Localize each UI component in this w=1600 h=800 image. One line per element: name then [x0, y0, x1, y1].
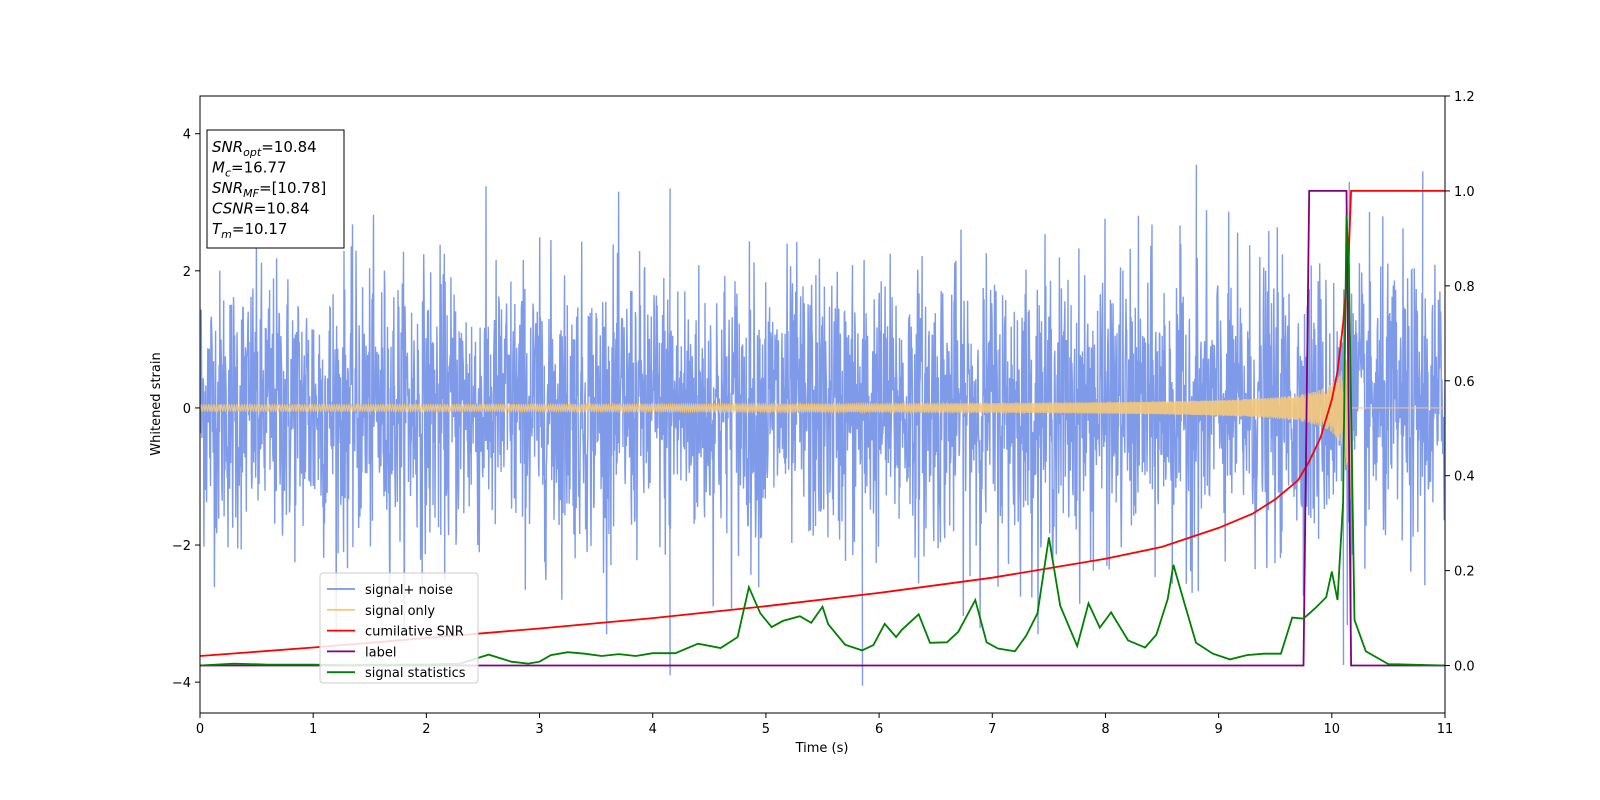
legend-frame — [319, 572, 479, 684]
info-box: SNRopt=10.84Mc=16.77SNRMF=[10.78]CSNR=10… — [206, 129, 345, 249]
y-tick-label: 4 — [183, 128, 191, 143]
ticks: 0 1 2 3 4 5 6 7 8 9 10 11 −4 −2 0 2 4 0.0 0.2 0.4 0.6 0.8 1.0 1… — [172, 90, 1475, 737]
plot-area — [200, 164, 1445, 686]
x-axis-label: Time (s) — [795, 741, 849, 756]
legend: signal+ noise signal only cumilative SNR la… — [319, 572, 479, 684]
info-line: SNRopt=10.84 — [212, 138, 317, 159]
y-axis-label: Whitened strain — [149, 352, 164, 455]
y-right-tick-label: 0.2 — [1454, 565, 1475, 580]
x-tick-label: 4 — [649, 722, 657, 737]
y-tick-label: 2 — [183, 265, 191, 280]
series-signal-statistics — [200, 215, 1445, 667]
info-line: Mc=16.77 — [212, 159, 287, 180]
series-signal-noise — [200, 164, 1445, 686]
y-tick-label: −4 — [172, 676, 191, 691]
series-signal-only — [200, 324, 1445, 499]
y-right-tick-label: 1.2 — [1454, 90, 1475, 105]
y-right-tick-label: 0.4 — [1454, 470, 1475, 485]
axes-frame — [199, 95, 1446, 714]
x-tick-label: 6 — [875, 722, 883, 737]
legend-label: label — [365, 645, 396, 660]
legend-label: signal+ noise — [365, 583, 453, 598]
series-label — [200, 190, 1445, 667]
legend-label: signal only — [365, 604, 435, 619]
y-right-tick-label: 0.0 — [1454, 660, 1475, 675]
x-tick-label: 0 — [196, 722, 204, 737]
legend-label: signal statistics — [365, 666, 466, 681]
info-line: Tm=10.17 — [212, 220, 287, 241]
y-right-tick-label: 1.0 — [1454, 185, 1475, 200]
x-tick-label: 1 — [309, 722, 317, 737]
x-tick-label: 10 — [1324, 722, 1341, 737]
y-right-tick-label: 0.8 — [1454, 280, 1475, 295]
x-tick-label: 8 — [1101, 722, 1109, 737]
series-cumilative-snr — [200, 190, 1445, 657]
x-tick-label: 2 — [422, 722, 430, 737]
info-line: SNRMF=[10.78] — [212, 179, 326, 200]
legend-label: cumilative SNR — [365, 625, 464, 640]
x-tick-label: 5 — [762, 722, 770, 737]
info-box-frame — [206, 129, 345, 249]
y-tick-label: 0 — [183, 402, 191, 417]
x-tick-label: 3 — [535, 722, 543, 737]
y-tick-label: −2 — [172, 539, 191, 554]
x-tick-label: 9 — [1214, 722, 1222, 737]
x-tick-label: 7 — [988, 722, 996, 737]
y-right-tick-label: 0.6 — [1454, 375, 1475, 390]
x-tick-label: 11 — [1437, 722, 1454, 737]
info-line: CSNR=10.84 — [212, 200, 309, 218]
